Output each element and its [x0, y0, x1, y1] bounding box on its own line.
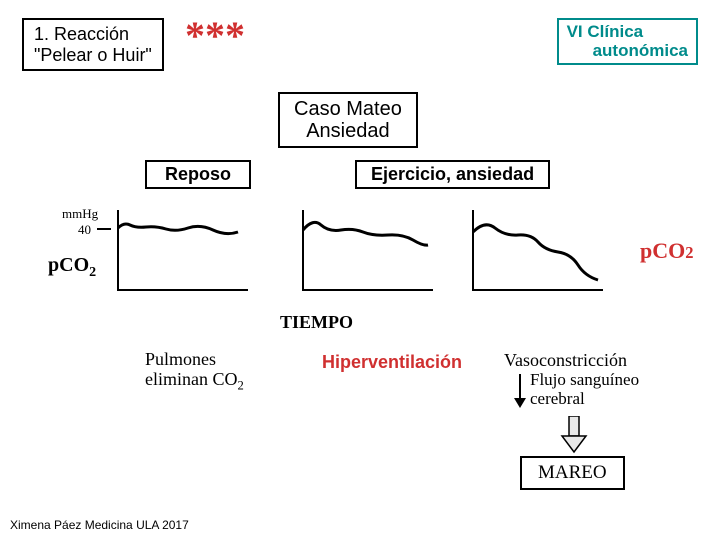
case-line1: Caso Mateo [294, 98, 402, 120]
clinica-box: VI Clínica autonómica [557, 18, 698, 65]
down-arrow-icon [512, 374, 528, 410]
block-arrow-icon [560, 416, 588, 456]
reaction-line1: 1. Reacción [34, 24, 152, 45]
y-tick-40: 40 [78, 222, 91, 238]
asterisks: *** [185, 12, 245, 59]
chart-ansiedad [470, 210, 610, 300]
pco2-side-label: pCO2 [640, 238, 694, 264]
heading-reposo: Reposo [145, 160, 251, 189]
footer-credit: Ximena Páez Medicina ULA 2017 [10, 518, 189, 532]
mareo-box: MAREO [520, 456, 625, 490]
reaction-line2: "Pelear o Huir" [34, 45, 152, 66]
reaction-box: 1. Reacción "Pelear o Huir" [22, 18, 164, 71]
y-label-pco2: pCO2 [48, 254, 96, 281]
clinica-line2: autonómica [567, 42, 688, 61]
caption-pulmones: Pulmones eliminan CO2 [145, 350, 244, 393]
x-label-tiempo: TIEMPO [280, 312, 353, 333]
vasoconstriccion-title: Vasoconstricción [504, 350, 639, 370]
y-tick-mark [97, 228, 111, 230]
caption-hiperventilacion: Hiperventilación [322, 352, 462, 373]
case-line2: Ansiedad [294, 120, 402, 142]
case-box: Caso Mateo Ansiedad [278, 92, 418, 148]
chart-ejercicio [300, 210, 440, 300]
clinica-line1: VI Clínica [567, 23, 688, 42]
y-unit: mmHg [62, 206, 98, 222]
chart-reposo [115, 210, 255, 300]
heading-ejercicio: Ejercicio, ansiedad [355, 160, 550, 189]
